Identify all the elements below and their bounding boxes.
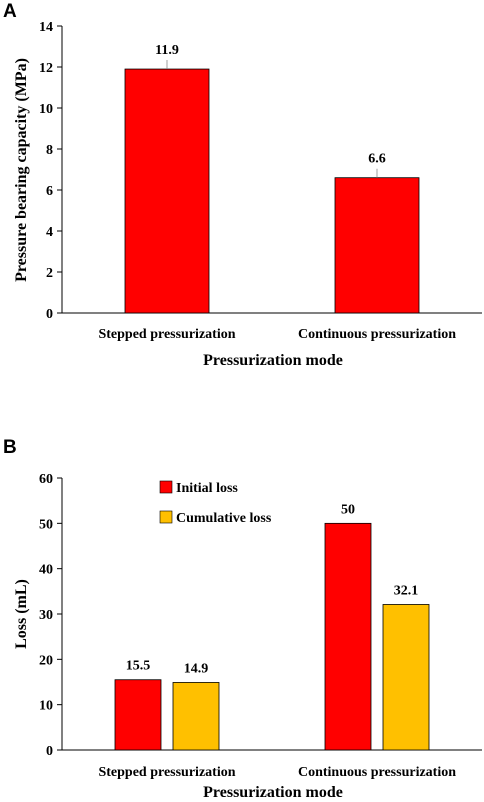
y-tick-label: 60 xyxy=(39,472,53,487)
panel-b-letter: B xyxy=(3,437,17,458)
bar-b-1-1 xyxy=(382,604,430,751)
panel-a-y-ticks: 0 2 4 6 8 10 12 14 xyxy=(39,20,62,322)
panel-a-letter: A xyxy=(3,1,17,22)
y-tick-label: 6 xyxy=(46,184,53,199)
x-category-label: Stepped pressurization xyxy=(98,765,235,780)
bar-a-1-0 xyxy=(334,177,420,314)
panel-b-bars: 15.5 14.9 50 32.1 xyxy=(114,502,430,751)
panel-b-category-labels: Stepped pressurization Continuous pressur… xyxy=(98,765,456,780)
data-label: 14.9 xyxy=(184,661,209,676)
legend-swatch-initial-loss xyxy=(159,480,173,494)
data-label: 11.9 xyxy=(155,43,179,58)
bar-b-0-1 xyxy=(172,682,220,751)
x-category-label: Continuous pressurization xyxy=(298,327,456,342)
bar-b-1-0 xyxy=(324,522,372,751)
x-category-label: Continuous pressurization xyxy=(298,765,456,780)
legend-swatch-cumulative-loss xyxy=(159,510,173,524)
data-label: 15.5 xyxy=(126,659,151,674)
panel-a-x-axis-title: Pressurization mode xyxy=(203,352,343,369)
panel-b-legend: Initial loss Cumulative loss xyxy=(159,480,272,526)
y-tick-label: 14 xyxy=(39,20,53,35)
y-tick-label: 12 xyxy=(39,61,53,76)
legend-label-initial-loss: Initial loss xyxy=(176,481,238,496)
panel-a-y-axis-title: Pressure bearing capacity (MPa) xyxy=(13,58,30,282)
y-tick-label: 0 xyxy=(46,307,53,322)
y-tick-label: 50 xyxy=(39,517,53,532)
y-tick-label: 40 xyxy=(39,563,53,578)
y-tick-label: 30 xyxy=(39,608,53,623)
panel-b-x-axis-title: Pressurization mode xyxy=(203,784,343,801)
y-tick-label: 10 xyxy=(39,699,53,714)
data-label: 6.6 xyxy=(368,152,386,167)
y-tick-label: 8 xyxy=(46,143,53,158)
data-label: 32.1 xyxy=(394,583,419,598)
y-tick-label: 20 xyxy=(39,653,53,668)
y-tick-label: 0 xyxy=(46,744,53,759)
panel-a-bars: 11.9 6.6 xyxy=(124,43,420,314)
y-tick-label: 2 xyxy=(46,266,53,281)
data-label: 50 xyxy=(341,502,355,517)
bar-b-0-0 xyxy=(114,679,162,751)
y-tick-label: 10 xyxy=(39,102,53,117)
y-tick-label: 4 xyxy=(46,225,53,240)
panel-b: B 0 10 20 30 40 50 60 15.5 14.9 50 32.1 Stepped p… xyxy=(3,437,482,801)
panel-a: A 0 2 4 6 8 10 12 14 11.9 6.6 Stepped pressuriza… xyxy=(3,1,482,369)
bar-a-0-0 xyxy=(124,68,210,314)
panel-a-category-labels: Stepped pressurization Continuous pressur… xyxy=(98,327,456,342)
panel-b-y-ticks: 0 10 20 30 40 50 60 xyxy=(39,472,62,759)
legend-label-cumulative-loss: Cumulative loss xyxy=(176,511,272,526)
panel-b-y-axis-title: Loss (mL) xyxy=(13,579,30,649)
x-category-label: Stepped pressurization xyxy=(98,327,235,342)
